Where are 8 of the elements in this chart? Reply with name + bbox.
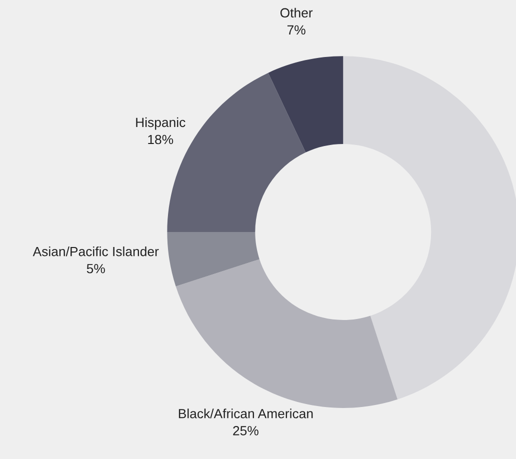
slice-label: Black/African American: [178, 408, 313, 418]
data-label: 25%: [233, 426, 258, 436]
slice-label: Hispanic: [136, 117, 186, 130]
data-label: 18%: [148, 134, 174, 144]
data-label: 5%: [86, 264, 105, 274]
slice-label: Other: [280, 8, 313, 18]
data-label: 7%: [287, 25, 306, 35]
slice-label: Asian/Pacific Islander: [32, 246, 159, 256]
